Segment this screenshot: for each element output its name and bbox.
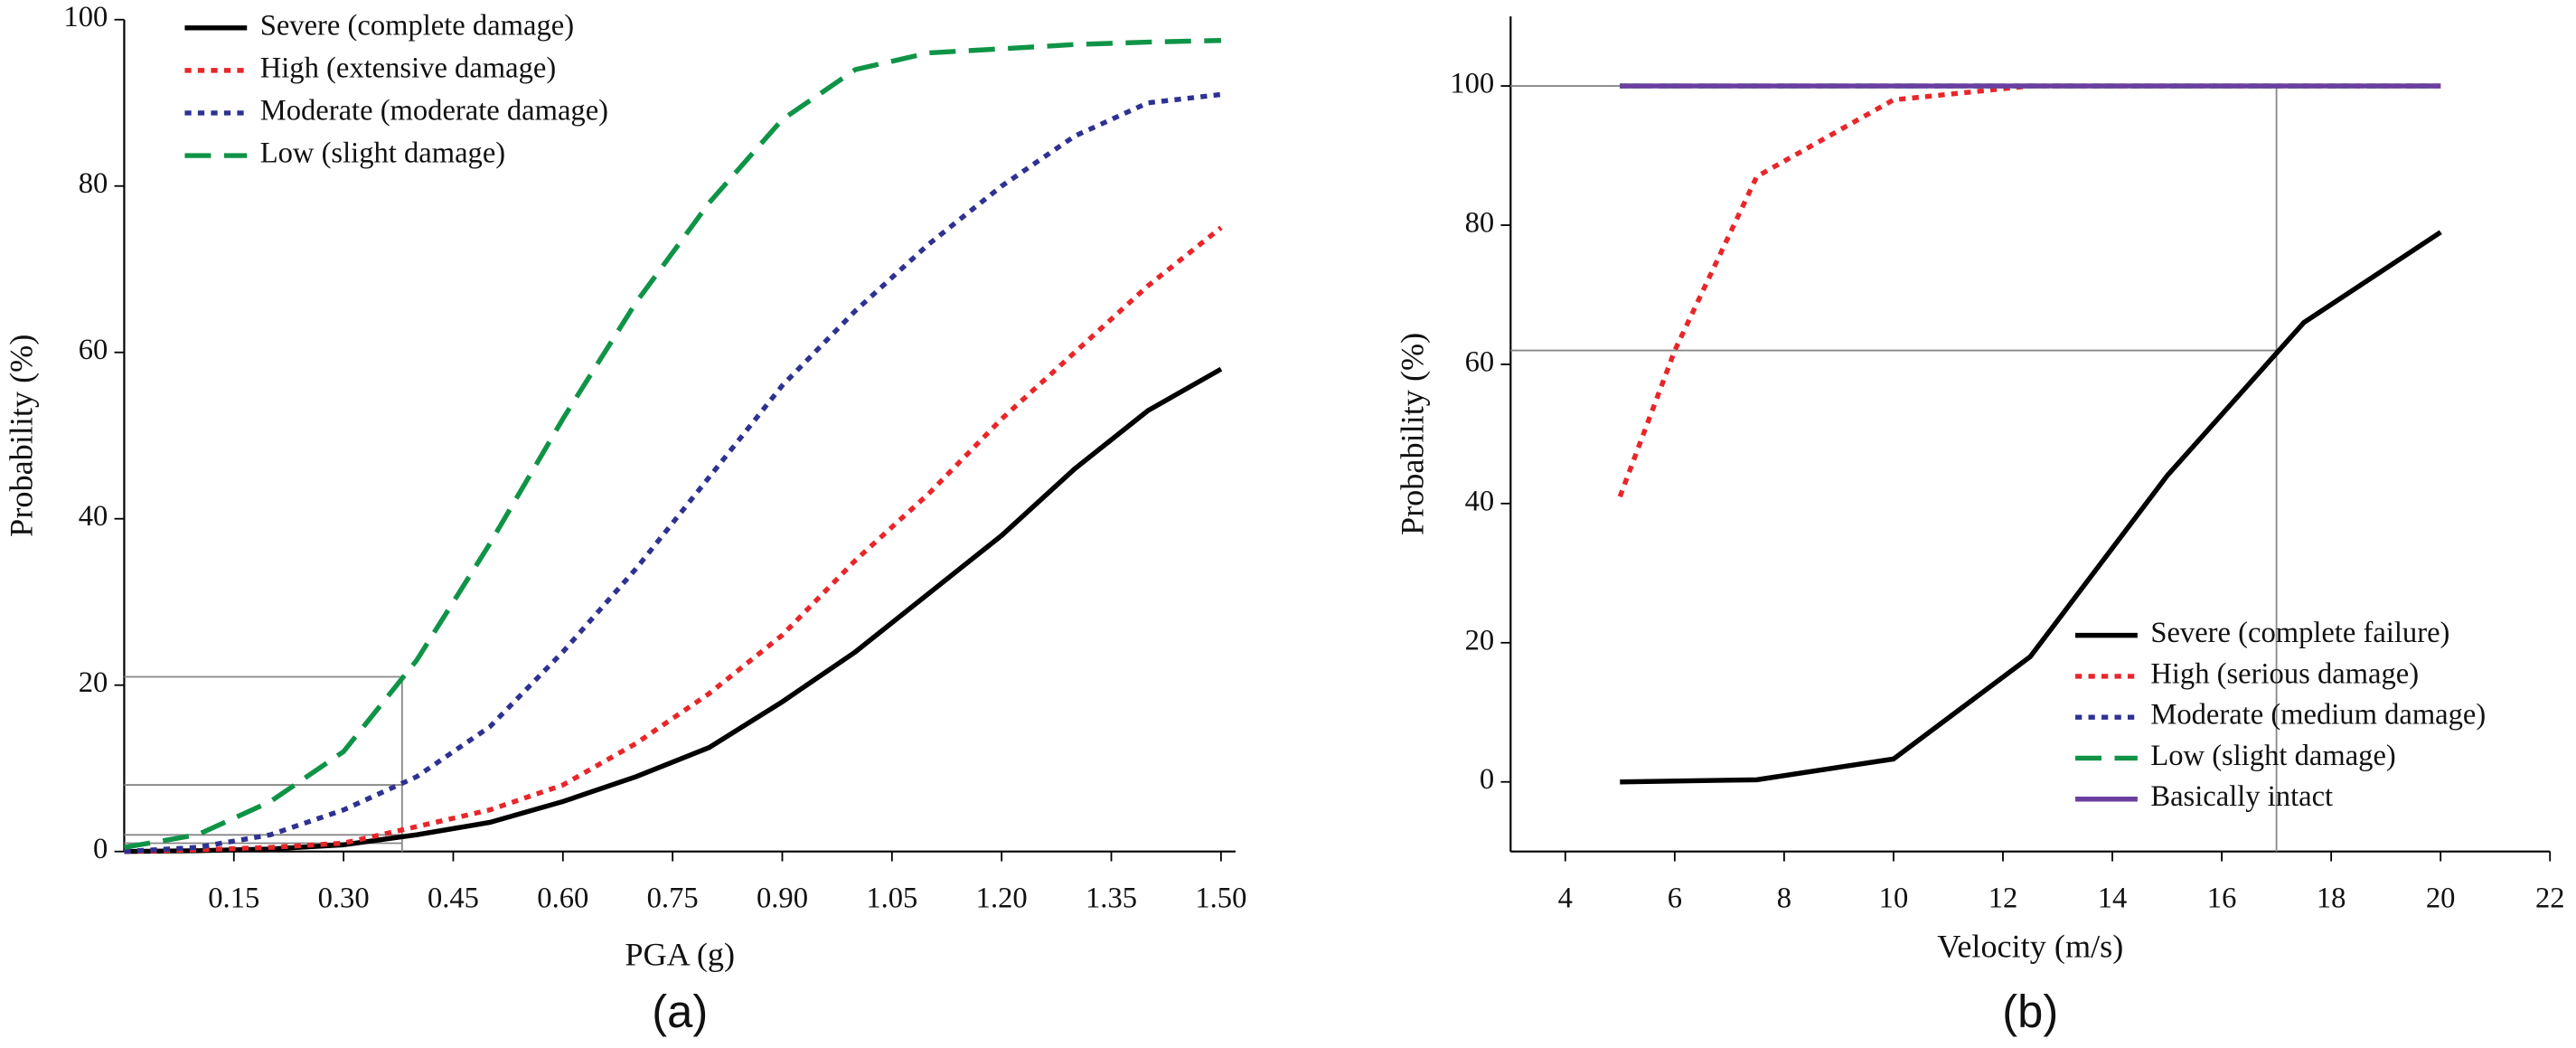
y-tick-label: 0 [1480,763,1494,796]
x-tick-label: 12 [1988,883,2018,915]
legend-label: High (serious damage) [2150,657,2419,690]
y-tick-label: 60 [79,334,108,366]
y-tick-label: 40 [79,500,108,533]
x-tick-label: 0.45 [428,883,479,915]
x-tick-label: 18 [2317,883,2346,915]
x-tick-label: 1.05 [866,883,917,915]
series-line [124,91,1222,854]
x-tick-label: 20 [2426,883,2456,915]
x-tick-label: 1.35 [1086,883,1137,915]
y-tick-label: 60 [1465,345,1495,378]
series-line [1620,230,2442,785]
legend-label: Moderate (moderate damage) [260,94,608,127]
x-tick-label: 4 [1558,883,1573,915]
x-tick-label: 1.20 [976,883,1028,915]
y-tick-label: 40 [1465,485,1495,517]
legend-label: Severe (complete damage) [260,9,574,42]
x-tick-label: 1.50 [1195,883,1246,915]
x-tick-label: 0.15 [208,883,259,915]
x-tick-label: 10 [1879,883,1909,915]
y-axis-title: Probability (%) [3,335,39,537]
x-tick-label: 14 [2098,883,2128,915]
y-tick-label: 100 [1450,68,1494,100]
y-tick-label: 0 [93,833,108,865]
y-tick-label: 100 [63,1,108,33]
x-tick-label: 0.30 [318,883,370,915]
y-tick-label: 80 [1465,206,1495,239]
panel-label: (a) [652,986,708,1037]
panel-label: (b) [2002,986,2058,1037]
x-axis-title: PGA (g) [625,937,735,973]
y-tick-label: 20 [79,666,108,699]
x-tick-label: 16 [2207,883,2237,915]
x-tick-label: 22 [2535,883,2565,915]
y-tick-label: 20 [1465,624,1495,656]
series-line [1617,83,2441,498]
y-axis-title: Probability (%) [1395,333,1431,535]
legend-label: Low (slight damage) [260,137,505,170]
x-tick-label: 6 [1668,883,1682,915]
legend-label: Severe (complete failure) [2150,617,2449,649]
series-line [124,225,1223,854]
x-tick-label: 0.60 [537,883,588,915]
legend-label: High (extensive damage) [260,52,556,84]
x-tick-label: 8 [1777,883,1791,915]
series-line [124,366,1223,854]
series-line [123,38,1221,850]
x-tick-label: 0.75 [647,883,699,915]
legend-label: Low (slight damage) [2150,740,2395,772]
legend-label: Basically intact [2150,780,2333,813]
x-axis-title: Velocity (m/s) [1937,929,2123,965]
y-tick-label: 80 [79,167,108,200]
x-tick-label: 0.90 [757,883,808,915]
legend-label: Moderate (medium damage) [2150,699,2486,732]
